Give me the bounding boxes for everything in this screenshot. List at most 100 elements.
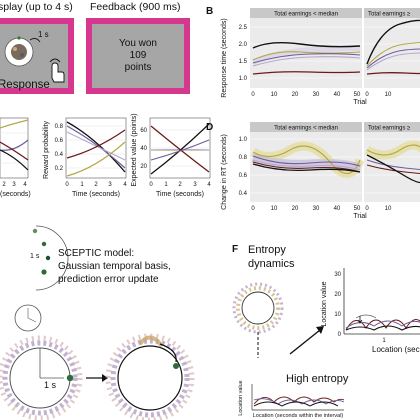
curve-lavender bbox=[66, 131, 126, 161]
feedback-line-1: You won bbox=[119, 38, 157, 49]
curve-purple bbox=[252, 155, 361, 167]
panel-d-ytick: 0.8 bbox=[239, 155, 248, 161]
panel-b-xtick: 20 bbox=[292, 92, 299, 98]
panel-b-ytick: 2.5 bbox=[239, 25, 248, 31]
panel-d-xlabel: Trial bbox=[353, 213, 367, 220]
interval-label: 1 s bbox=[38, 30, 49, 39]
arc-arrow-icon bbox=[29, 38, 41, 43]
curve-olive bbox=[252, 51, 361, 61]
panel-d-strip-right bbox=[364, 122, 420, 132]
entropy-inset-ylabel: Location value bbox=[238, 380, 244, 415]
panel-d-xtick: 0 bbox=[251, 206, 255, 212]
panel-c-right-xtick: 0 bbox=[149, 182, 153, 188]
panel-b-ytick: 1.5 bbox=[239, 59, 248, 65]
sceptic-circle-arc bbox=[35, 225, 69, 291]
basis-circle-before: 1 s bbox=[0, 335, 83, 420]
curve-black bbox=[366, 154, 420, 184]
entropy-ytick: 30 bbox=[334, 272, 341, 278]
panel-d-xtick: 40 bbox=[334, 206, 341, 212]
feedback-title: Feedback (900 ms) bbox=[90, 1, 180, 13]
entropy-ylabel: Location value bbox=[321, 281, 328, 326]
curve-purple bbox=[66, 125, 126, 169]
panel-d-ylabel: Change in RT (seconds) bbox=[221, 134, 228, 210]
panel-d-xtick: 30 bbox=[313, 206, 320, 212]
panel-c: 2 3 4 (seconds) Reward probability 0.8 0… bbox=[0, 113, 211, 198]
panel-c-right-ylabel: Expected value (points) bbox=[131, 113, 138, 186]
panel-d-xtick: 50 bbox=[354, 206, 361, 212]
panel-c-mid-xtick: 3 bbox=[108, 182, 112, 188]
panel-d-strip-left-label: Total earnings < median bbox=[274, 126, 338, 132]
curve-purple bbox=[150, 139, 210, 161]
response-label: Response bbox=[0, 79, 50, 91]
panel-c-mid-xtick: 4 bbox=[123, 182, 127, 188]
curve-lavender bbox=[366, 52, 420, 71]
panel-c-mid-xlabel: Time (seconds) bbox=[72, 191, 120, 198]
panel-c-mid-ytick: 0.8 bbox=[55, 124, 64, 130]
panel-c-right-xtick: 2 bbox=[178, 182, 182, 188]
panel-d-ytick: 1.0 bbox=[239, 137, 248, 143]
feedback-line-3: points bbox=[125, 62, 152, 73]
curve-maroon bbox=[252, 71, 361, 75]
panel-c-left-xtick: 4 bbox=[23, 182, 27, 188]
entropy-ytick: 10 bbox=[334, 312, 341, 318]
panel-d-xtick: 10 bbox=[385, 206, 392, 212]
panel-d-ytick: 0.6 bbox=[239, 173, 248, 179]
panel-b-xlabel: Trial bbox=[353, 99, 367, 106]
sceptic-title-1: SCEPTIC model: bbox=[58, 248, 134, 259]
panel-letter-f: F bbox=[232, 244, 238, 255]
panel-c-mid-xtick: 1 bbox=[80, 182, 84, 188]
curve-lavender bbox=[252, 56, 361, 67]
panel-c-mid-xtick: 2 bbox=[94, 182, 98, 188]
basis-curve-maroon bbox=[345, 319, 420, 331]
dot-icon bbox=[17, 36, 21, 40]
sceptic-dot-icon bbox=[41, 269, 47, 275]
panel-c-mid-ytick: 0.2 bbox=[55, 166, 64, 172]
panel-b-strip-right bbox=[364, 8, 420, 18]
panel-d-xtick: 20 bbox=[292, 206, 299, 212]
panel-b-xtick: 50 bbox=[354, 92, 361, 98]
down-arrow-icon bbox=[357, 316, 363, 324]
panel-b-strip-right-label: Total earnings ≥ bbox=[368, 12, 411, 18]
entropy-ring bbox=[232, 282, 284, 334]
sceptic-panel: 1 s SCEPTIC model: Gaussian temporal bas… bbox=[0, 225, 195, 420]
curve-maroon bbox=[66, 129, 126, 159]
panel-b-ytick: 1.0 bbox=[239, 76, 248, 82]
curve-lavender bbox=[252, 159, 361, 171]
panel-b-xtick: 30 bbox=[313, 92, 320, 98]
feedback-line-2: 109 bbox=[130, 50, 147, 61]
curve-maroon bbox=[366, 72, 420, 75]
panel-b-ylabel: Response time (seconds) bbox=[221, 18, 228, 97]
panel-d-ytick: 0.4 bbox=[239, 191, 248, 197]
panel-d-strip-left bbox=[250, 122, 362, 132]
panel-b-xtick: 10 bbox=[271, 92, 278, 98]
clock-face-icon bbox=[11, 44, 27, 60]
panel-c-left-xtick: 3 bbox=[12, 182, 16, 188]
entropy-title-1: Entropy bbox=[248, 244, 286, 256]
task-panel: splay (up to 4 s) 1 s Response Feedback … bbox=[0, 1, 190, 94]
panel-c-mid-ylabel: Reward probability bbox=[43, 121, 50, 179]
panel-c-mid-xtick: 0 bbox=[65, 182, 69, 188]
panel-b-xtick: 0 bbox=[251, 92, 255, 98]
panel-c-right-xtick: 4 bbox=[207, 182, 211, 188]
entropy-ytick: 0 bbox=[338, 332, 342, 338]
panel-d: D Change in RT (seconds) Total earnings … bbox=[206, 122, 420, 220]
panel-b-strip-left-label: Total earnings < median bbox=[274, 12, 338, 18]
curve-black bbox=[66, 121, 126, 173]
curve-black bbox=[252, 163, 361, 173]
curve-black bbox=[252, 41, 361, 49]
entropy-xtick: 1 bbox=[382, 338, 386, 344]
sceptic-large-label: 1 s bbox=[44, 380, 57, 390]
panel-c-right-xtick: 3 bbox=[193, 182, 197, 188]
curve-maroon bbox=[150, 125, 210, 173]
panel-b-xtick: 10 bbox=[385, 92, 392, 98]
entropy-ytick: 20 bbox=[334, 292, 341, 298]
panel-b-xtick: 0 bbox=[365, 92, 369, 98]
curve-purple bbox=[366, 48, 420, 69]
basis-circle-after bbox=[105, 333, 195, 420]
panel-c-right-xtick: 1 bbox=[164, 182, 168, 188]
sceptic-small-label: 1 s bbox=[30, 253, 40, 260]
inset-curve-black bbox=[253, 401, 339, 407]
panel-letter-d: D bbox=[206, 122, 213, 133]
curve-maroon bbox=[366, 164, 420, 175]
